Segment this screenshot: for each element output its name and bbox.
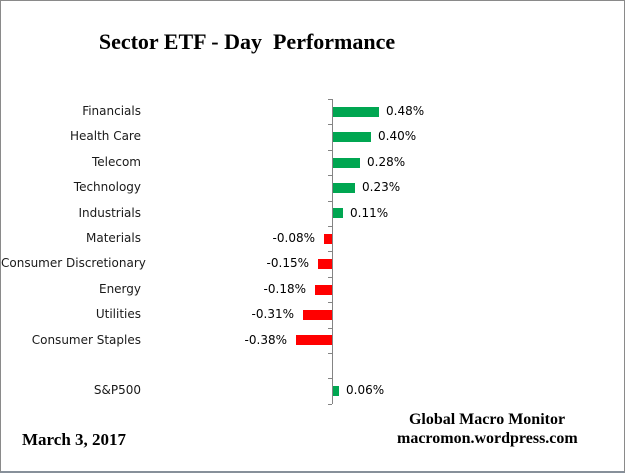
category-label: Industrials — [78, 205, 141, 220]
bar — [333, 157, 360, 168]
source-url: macromon.wordpress.com — [397, 430, 578, 447]
bar — [303, 309, 332, 320]
category-label: Materials — [85, 231, 141, 245]
category-label: Consumer Discretionary — [1, 256, 146, 271]
value-label: 0.28% — [367, 154, 406, 169]
category-label: Health Care — [69, 129, 141, 144]
category-label: Consumer Staples — [31, 332, 141, 347]
chart-title: Sector ETF - Day Performance — [98, 29, 396, 54]
bar — [296, 335, 332, 346]
source-title: Global Macro Monitor — [408, 411, 566, 428]
axis-tick — [328, 378, 332, 380]
category-label: Utilities — [95, 307, 141, 322]
bar — [324, 233, 332, 244]
value-label: -0.38% — [244, 332, 287, 347]
axis-tick — [328, 226, 332, 227]
value-label: -0.08% — [272, 231, 315, 245]
axis-tick — [328, 353, 332, 354]
bar — [333, 132, 371, 143]
value-axis-line — [332, 99, 333, 404]
bar — [333, 182, 355, 193]
axis-tick — [328, 99, 332, 100]
axis-tick — [328, 149, 332, 151]
value-label: 0.40% — [378, 129, 417, 144]
axis-tick — [328, 302, 332, 304]
category-label: Financials — [82, 104, 141, 118]
value-label: -0.15% — [266, 256, 309, 271]
value-label: 0.23% — [362, 180, 401, 195]
axis-tick — [328, 251, 332, 253]
category-label: S&P500 — [93, 383, 141, 398]
source-block: Global Macro Monitor macromon.wordpress.… — [397, 410, 578, 448]
value-label: -0.18% — [263, 281, 306, 296]
bar — [333, 106, 379, 117]
value-label: -0.31% — [251, 307, 294, 322]
bar — [318, 259, 332, 270]
axis-tick — [328, 175, 332, 177]
bar — [315, 284, 332, 295]
category-label: Technology — [73, 180, 141, 195]
value-label: 0.06% — [346, 383, 385, 398]
value-label: 0.11% — [350, 205, 389, 220]
axis-tick — [328, 327, 332, 329]
axis-tick — [328, 403, 332, 405]
bar — [333, 208, 343, 219]
axis-tick — [328, 200, 332, 202]
category-label: Energy — [98, 281, 141, 296]
axis-tick — [328, 124, 332, 126]
value-label: 0.48% — [386, 104, 425, 118]
axis-tick — [328, 276, 332, 278]
bar — [333, 386, 339, 397]
category-label: Telecom — [91, 154, 141, 169]
date-label: March 3, 2017 — [22, 430, 127, 449]
